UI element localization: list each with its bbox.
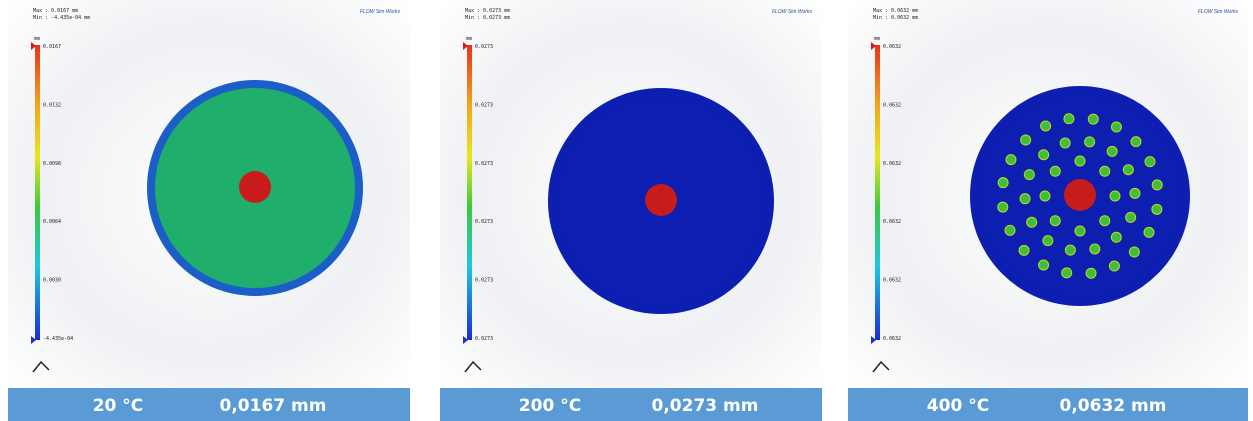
spot [1111, 232, 1121, 242]
spot [1100, 216, 1110, 226]
spot [1064, 114, 1074, 124]
spot [1039, 260, 1049, 270]
max-label: Max : 0.0273 mm [465, 8, 510, 14]
spot [1110, 191, 1120, 201]
temperature: 200 °C [519, 396, 581, 416]
spot [1060, 138, 1070, 148]
spot [1088, 114, 1098, 124]
spot [1075, 156, 1085, 166]
legend-label: -4.435e-04 [43, 336, 73, 342]
core [1064, 179, 1096, 211]
spot [1062, 268, 1072, 278]
spot [1107, 146, 1117, 156]
spot [1085, 137, 1095, 147]
watermark: FLOW Sim Works [1198, 9, 1238, 15]
core [239, 171, 271, 203]
watermark: FLOW Sim Works [360, 9, 400, 15]
legend-label: 0.0273 [475, 44, 493, 50]
legend-label: 0.0132 [43, 102, 61, 108]
spot [1075, 226, 1085, 236]
displacement: 0,0632 mm [1060, 396, 1167, 416]
legend-unit: mm [874, 36, 880, 42]
spot [1020, 194, 1030, 204]
spot [1086, 268, 1096, 278]
legend-label: 0.0098 [43, 161, 61, 167]
legend-unit: mm [466, 36, 472, 42]
legend-label: 0.0632 [883, 336, 901, 342]
legend-label: 0.0273 [475, 219, 493, 225]
min-label: Min : -4.435e-04 mm [33, 15, 90, 21]
spot [1041, 121, 1051, 131]
legend-label: 0.0632 [883, 44, 901, 50]
min-label: Min : 0.0632 mm [873, 15, 918, 21]
watermark: FLOW Sim Works [772, 9, 812, 15]
spot [1109, 261, 1119, 271]
legend-bar [875, 45, 880, 340]
spot [1065, 245, 1075, 255]
legend-label: 0.0632 [883, 161, 901, 167]
spot [1005, 225, 1015, 235]
spot [1129, 247, 1139, 257]
min-label: Min : 0.0273 mm [465, 15, 510, 21]
legend-label: 0.0632 [883, 219, 901, 225]
max-label: Max : 0.0632 mm [873, 8, 918, 14]
spot [1024, 170, 1034, 180]
temperature: 20 °C [93, 396, 144, 416]
spot [1019, 245, 1029, 255]
legend-unit: mm [34, 36, 40, 42]
spot [1027, 217, 1037, 227]
spot [1050, 166, 1060, 176]
legend-label: 0.0273 [475, 102, 493, 108]
spot [1039, 150, 1049, 160]
legend-label: 0.0167 [43, 44, 61, 50]
legend-label: 0.0632 [883, 278, 901, 284]
spot [1152, 204, 1162, 214]
spot [1050, 216, 1060, 226]
spot [1152, 180, 1162, 190]
legend-bar [35, 45, 40, 340]
legend-label: 0.0064 [43, 219, 61, 225]
spot [1040, 191, 1050, 201]
legend-bar [467, 45, 472, 340]
legend-label: 0.0030 [43, 278, 61, 284]
displacement: 0,0273 mm [652, 396, 759, 416]
legend-label: 0.0632 [883, 102, 901, 108]
temperature: 400 °C [927, 396, 989, 416]
spot [1100, 166, 1110, 176]
spot [1144, 227, 1154, 237]
figure: Max : 0.0167 mmMin : -4.435e-04 mm FLOW S… [0, 0, 1253, 421]
legend-label: 0.0273 [475, 278, 493, 284]
spot [1123, 165, 1133, 175]
spot [1145, 157, 1155, 167]
legend-label: 0.0273 [475, 161, 493, 167]
max-label: Max : 0.0167 mm [33, 8, 78, 14]
spot [1090, 244, 1100, 254]
caption-bar [440, 388, 822, 421]
spot [1043, 236, 1053, 246]
legend-label: 0.0273 [475, 336, 493, 342]
spot [1021, 135, 1031, 145]
caption-bar [8, 388, 410, 421]
spot [1006, 155, 1016, 165]
spot [998, 178, 1008, 188]
spot [1131, 137, 1141, 147]
caption-bar [848, 388, 1248, 421]
core [645, 184, 677, 216]
spot [1130, 188, 1140, 198]
displacement: 0,0167 mm [220, 396, 327, 416]
spot [1111, 122, 1121, 132]
spot [1126, 212, 1136, 222]
spot [998, 202, 1008, 212]
